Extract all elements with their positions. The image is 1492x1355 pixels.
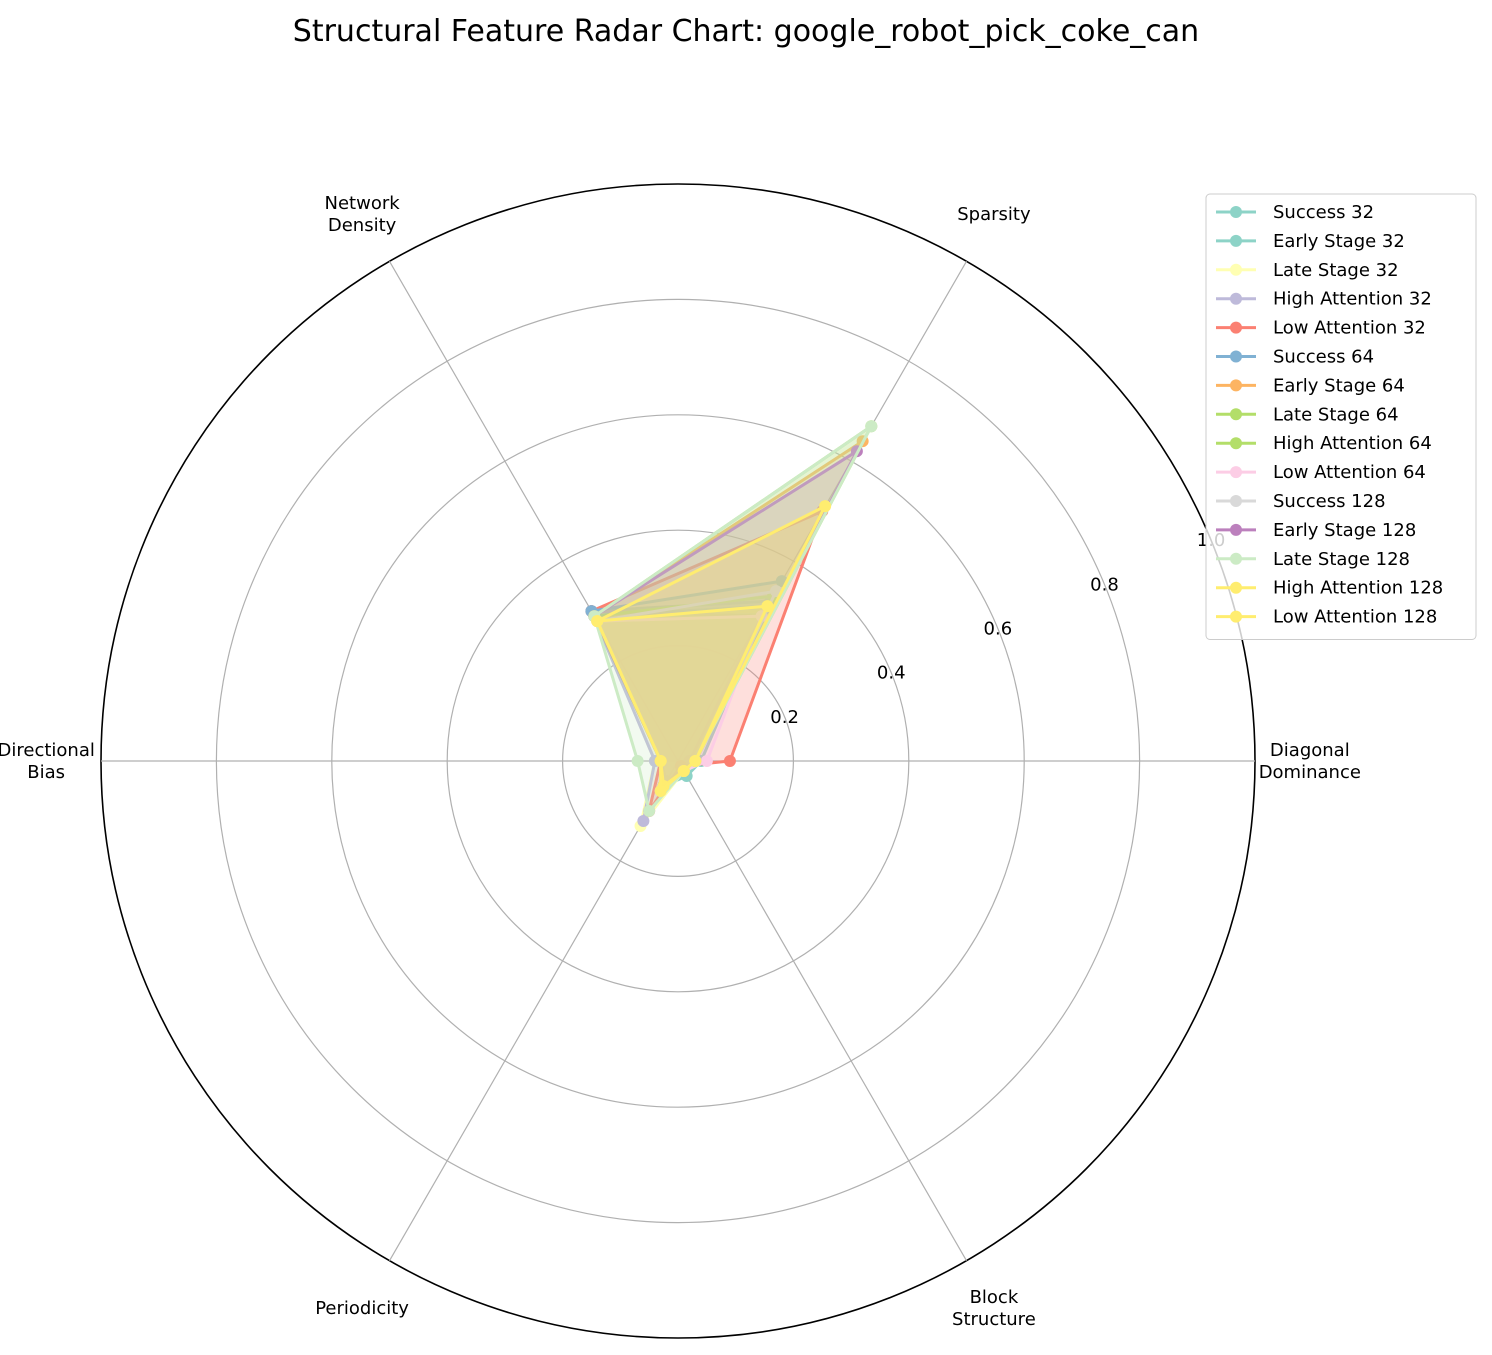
data-point — [631, 755, 644, 767]
data-point — [643, 804, 656, 817]
legend-label: Success 64 — [1273, 347, 1374, 368]
data-point — [591, 615, 604, 628]
legend-label: Success 128 — [1273, 491, 1386, 512]
series-area — [597, 616, 762, 791]
legend-label: Low Attention 32 — [1273, 318, 1426, 339]
legend-label: High Attention 64 — [1273, 433, 1432, 454]
legend-marker — [1230, 552, 1242, 565]
axis-label: Network Density — [325, 193, 401, 236]
legend-entry: Early Stage 128 — [1216, 520, 1416, 541]
legend-entry: Early Stage 32 — [1216, 231, 1405, 252]
legend-entry: High Attention 64 — [1216, 433, 1432, 454]
legend-label: Early Stage 64 — [1273, 375, 1405, 396]
grid-spoke — [388, 261, 679, 762]
legend-entry: Late Stage 64 — [1216, 404, 1399, 425]
chart-title: Structural Feature Radar Chart: google_r… — [293, 14, 1199, 49]
axis-label: Periodicity — [315, 1298, 409, 1319]
data-point — [865, 420, 878, 433]
series-area — [591, 611, 762, 821]
legend-marker — [1230, 495, 1242, 507]
legend-marker — [1230, 523, 1242, 536]
series-area — [594, 596, 774, 791]
legend-marker — [1230, 206, 1242, 218]
series-area — [594, 451, 857, 786]
legend-entry: Late Stage 128 — [1216, 549, 1410, 570]
legend-marker — [1230, 610, 1242, 623]
series-area — [594, 426, 872, 811]
legend-marker — [1230, 292, 1242, 305]
legend-label: Early Stage 128 — [1273, 520, 1416, 541]
legend-entry: Late Stage 32 — [1216, 260, 1399, 281]
series-area — [594, 611, 765, 826]
radial-tick-labels: 0.20.40.60.81.0 — [770, 530, 1225, 728]
legend-label: High Attention 32 — [1273, 289, 1432, 310]
grid-spoke — [677, 760, 968, 1261]
radial-tick-label: 0.4 — [877, 663, 906, 684]
series-area — [594, 606, 768, 786]
radial-tick-label: 0.2 — [770, 707, 799, 728]
legend-marker — [1230, 321, 1242, 334]
legend-label: Late Stage 32 — [1273, 260, 1399, 281]
legend-marker — [1230, 263, 1242, 276]
legend-entry: Early Stage 64 — [1216, 375, 1405, 396]
data-point — [677, 764, 690, 777]
series-area — [591, 601, 771, 781]
grid-spoke — [388, 760, 679, 1261]
series-area — [597, 591, 777, 786]
data-point — [637, 814, 650, 827]
legend-marker — [1230, 350, 1242, 363]
legend-entry: Low Attention 128 — [1216, 607, 1437, 628]
series-14 — [591, 600, 774, 797]
axis-label: Block Structure — [952, 1287, 1036, 1330]
legend-label: High Attention 128 — [1273, 578, 1443, 599]
legend-entry: High Attention 32 — [1216, 289, 1432, 310]
data-point — [700, 755, 713, 767]
legend-marker — [1230, 466, 1242, 479]
legend: Success 32 Early Stage 32 Late Stage 32 Hig… — [1205, 193, 1477, 640]
legend-marker — [1230, 408, 1242, 421]
legend-marker — [1230, 581, 1242, 594]
data-point — [689, 755, 702, 767]
series-area — [591, 581, 782, 786]
data-point — [723, 755, 736, 767]
legend-entry: Success 128 — [1216, 491, 1386, 512]
legend-label: Early Stage 32 — [1273, 231, 1405, 252]
legend-entry: Low Attention 32 — [1216, 318, 1426, 339]
radial-tick-label: 0.6 — [984, 619, 1013, 640]
series-area — [597, 606, 768, 791]
radar-series — [585, 420, 878, 832]
legend-label: Late Stage 128 — [1273, 549, 1410, 570]
legend-frame — [1205, 193, 1477, 640]
legend-entry: Success 32 — [1216, 202, 1374, 223]
legend-entry: Low Attention 64 — [1216, 462, 1426, 483]
legend-entry: Success 64 — [1216, 347, 1374, 368]
legend-marker — [1230, 437, 1242, 450]
series-area — [597, 506, 826, 786]
legend-label: Low Attention 64 — [1273, 462, 1426, 483]
data-point — [819, 500, 832, 513]
axis-label: Sparsity — [957, 204, 1031, 225]
legend-entry: High Attention 128 — [1216, 578, 1443, 599]
radar-axis-labels: Diagonal Dominance Sparsity Network Density D… — [0, 193, 1361, 1330]
series-area — [594, 441, 863, 786]
radial-tick-label: 0.8 — [1090, 574, 1119, 595]
data-point — [654, 755, 667, 767]
axis-label: Diagonal Dominance — [1259, 740, 1361, 783]
legend-label: Late Stage 64 — [1273, 404, 1399, 425]
data-point — [654, 784, 667, 797]
legend-label: Success 32 — [1273, 202, 1374, 223]
legend-marker — [1230, 379, 1242, 392]
legend-label: Low Attention 128 — [1273, 607, 1437, 628]
legend-marker — [1230, 234, 1242, 247]
data-point — [761, 600, 774, 613]
axis-label: Directional Bias — [0, 740, 95, 783]
